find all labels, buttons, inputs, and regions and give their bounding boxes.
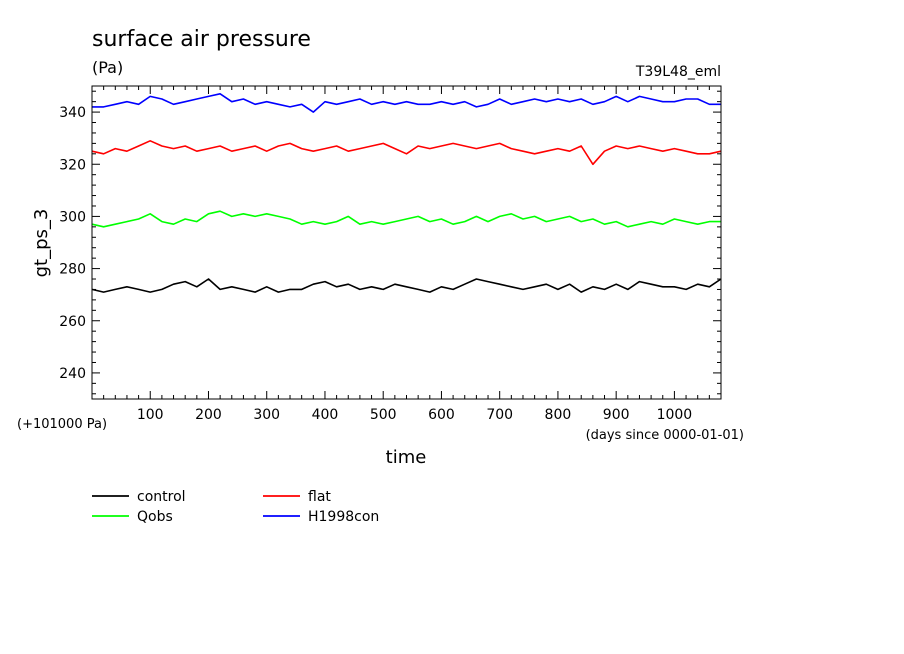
y-tick-label: 240 [59, 366, 86, 382]
y-tick-label: 320 [59, 157, 86, 173]
series-layer [91, 93, 722, 293]
x-axis-label: time [386, 447, 427, 468]
legend-label-control: control [137, 489, 186, 505]
x-tick-label: 300 [253, 407, 280, 423]
x-tick-label: 100 [137, 407, 164, 423]
legend: control flat Qobs H1998con [92, 489, 379, 525]
y-tick-label: 280 [59, 262, 86, 278]
series-line-qobs [91, 210, 721, 228]
y-tick-label: 260 [59, 314, 86, 330]
chart-title: surface air pressure [92, 27, 311, 52]
series-line-flat [91, 140, 722, 166]
x-tick-label: 700 [486, 407, 513, 423]
x-tick-label: 900 [603, 407, 630, 423]
legend-label-h1998con: H1998con [308, 509, 379, 525]
plot-frame [91, 85, 722, 400]
y-offset-label: (+101000 Pa) [17, 417, 107, 432]
experiment-label: T39L48_eml [635, 64, 721, 80]
legend-label-flat: flat [308, 489, 331, 505]
chart-unit: (Pa) [92, 58, 123, 77]
x-tick-label: 600 [428, 407, 455, 423]
x-tick-label: 400 [312, 407, 339, 423]
y-tick-label: 300 [59, 209, 86, 225]
series-line-control [91, 278, 722, 293]
y-axis-label: gt_ps_3 [31, 209, 52, 278]
legend-label-qobs: Qobs [137, 509, 173, 525]
ticks-layer: 100 200 300 400 500 600 700 800 900 1000 240 260 280… [59, 86, 721, 423]
x-tick-label: 800 [545, 407, 572, 423]
x-tick-label: 1000 [657, 407, 693, 423]
x-tick-label: 200 [195, 407, 222, 423]
x-unit-label: (days since 0000-01-01) [586, 428, 744, 443]
y-tick-label: 340 [59, 105, 86, 121]
series-line-h1998con [92, 93, 721, 113]
x-tick-label: 500 [370, 407, 397, 423]
